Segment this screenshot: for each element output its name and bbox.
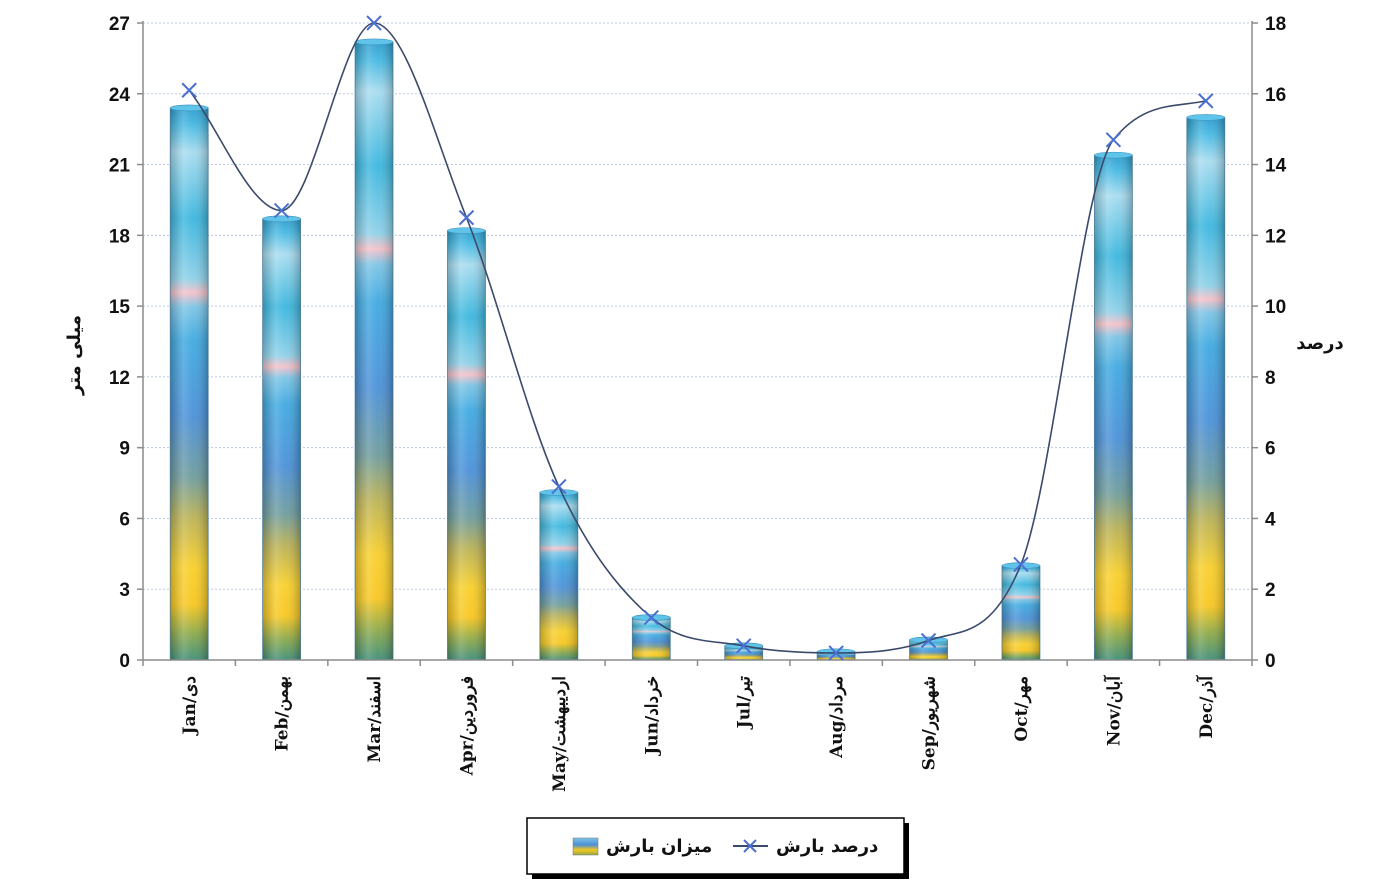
bar (1001, 562, 1041, 661)
category-label: Dec/آذر (1195, 675, 1217, 739)
bar-series (169, 38, 1226, 661)
line-series (181, 15, 1214, 661)
line-point-marker (643, 609, 659, 626)
left-tick-label: 6 (119, 509, 130, 530)
category-label: Aug/مرداد (827, 676, 847, 759)
bar (909, 636, 948, 661)
percent-line (188, 22, 1206, 654)
bar (816, 648, 856, 661)
left-tick-label: 12 (109, 368, 130, 389)
bar (631, 614, 671, 661)
legend-line-label: درصد بارش (776, 836, 878, 857)
line-point-marker (1013, 556, 1029, 573)
bar (354, 38, 394, 661)
right-tick-label: 4 (1265, 509, 1276, 530)
line-point-marker (366, 15, 382, 31)
line-point-marker (273, 202, 290, 219)
right-tick-label: 6 (1265, 439, 1276, 460)
category-label: Nov/آبان (1102, 675, 1124, 746)
bar (539, 489, 579, 661)
gridlines (143, 22, 1252, 590)
category-label: Jan/دی (180, 676, 200, 737)
legend-bar-label: میزان بارش (606, 836, 712, 857)
right-tick-label: 2 (1265, 580, 1276, 601)
legend-bar-swatch-icon (572, 837, 599, 856)
category-label: Jun/خرداد (642, 676, 662, 757)
line-point-marker (828, 645, 844, 661)
line-point-marker (920, 632, 937, 649)
category-label: Apr/فروردین (457, 676, 477, 776)
category-label: Feb/بهمن (273, 676, 293, 751)
legend: درصد بارش میزان بارش (526, 817, 909, 879)
line-point-marker (551, 478, 567, 495)
right-tick-label: 18 (1265, 14, 1286, 35)
bar (1093, 151, 1133, 661)
bar (1186, 114, 1226, 661)
left-tick-label: 0 (119, 651, 130, 672)
left-tick-label: 9 (119, 439, 130, 460)
category-labels: Jan/دی Feb/بهمن Mar/اسفند Apr/فروردین May/ار… (180, 675, 1217, 792)
left-tick-label: 3 (119, 580, 130, 601)
line-point-marker (736, 638, 752, 654)
bar (262, 215, 302, 661)
line-point-marker (1105, 132, 1122, 148)
line-point-marker (1198, 93, 1214, 109)
legend-line-marker-icon (743, 839, 757, 853)
left-axis-ticks: 0 3 6 9 12 15 18 21 24 27 (109, 14, 131, 672)
left-tick-label: 27 (109, 14, 130, 35)
line-point-marker (458, 209, 475, 226)
bar (169, 104, 209, 661)
category-label: Mar/اسفند (365, 676, 385, 763)
right-tick-label: 0 (1265, 651, 1276, 672)
category-label: Sep/شهریور (920, 676, 940, 770)
line-point-marker (181, 82, 197, 98)
left-tick-label: 15 (109, 297, 131, 318)
right-axis-title: درصد (1296, 333, 1343, 354)
right-tick-label: 10 (1265, 297, 1286, 318)
right-tick-label: 12 (1265, 226, 1286, 247)
category-label: Oct/مهر (1012, 676, 1032, 742)
category-label: May/اردیبهشت (550, 676, 570, 792)
left-axis-title: میلی متر (64, 315, 85, 396)
left-tick-label: 21 (109, 156, 131, 177)
left-tick-label: 24 (109, 85, 131, 106)
right-tick-label: 16 (1265, 85, 1286, 106)
category-label: Jul/تیر (735, 676, 755, 731)
right-axis-ticks: 0 2 4 6 8 10 12 14 16 18 (1265, 14, 1287, 672)
left-tick-label: 18 (109, 226, 130, 247)
right-tick-label: 8 (1265, 368, 1276, 389)
right-tick-label: 14 (1265, 156, 1287, 177)
bar (447, 227, 486, 661)
axes (137, 21, 1258, 666)
